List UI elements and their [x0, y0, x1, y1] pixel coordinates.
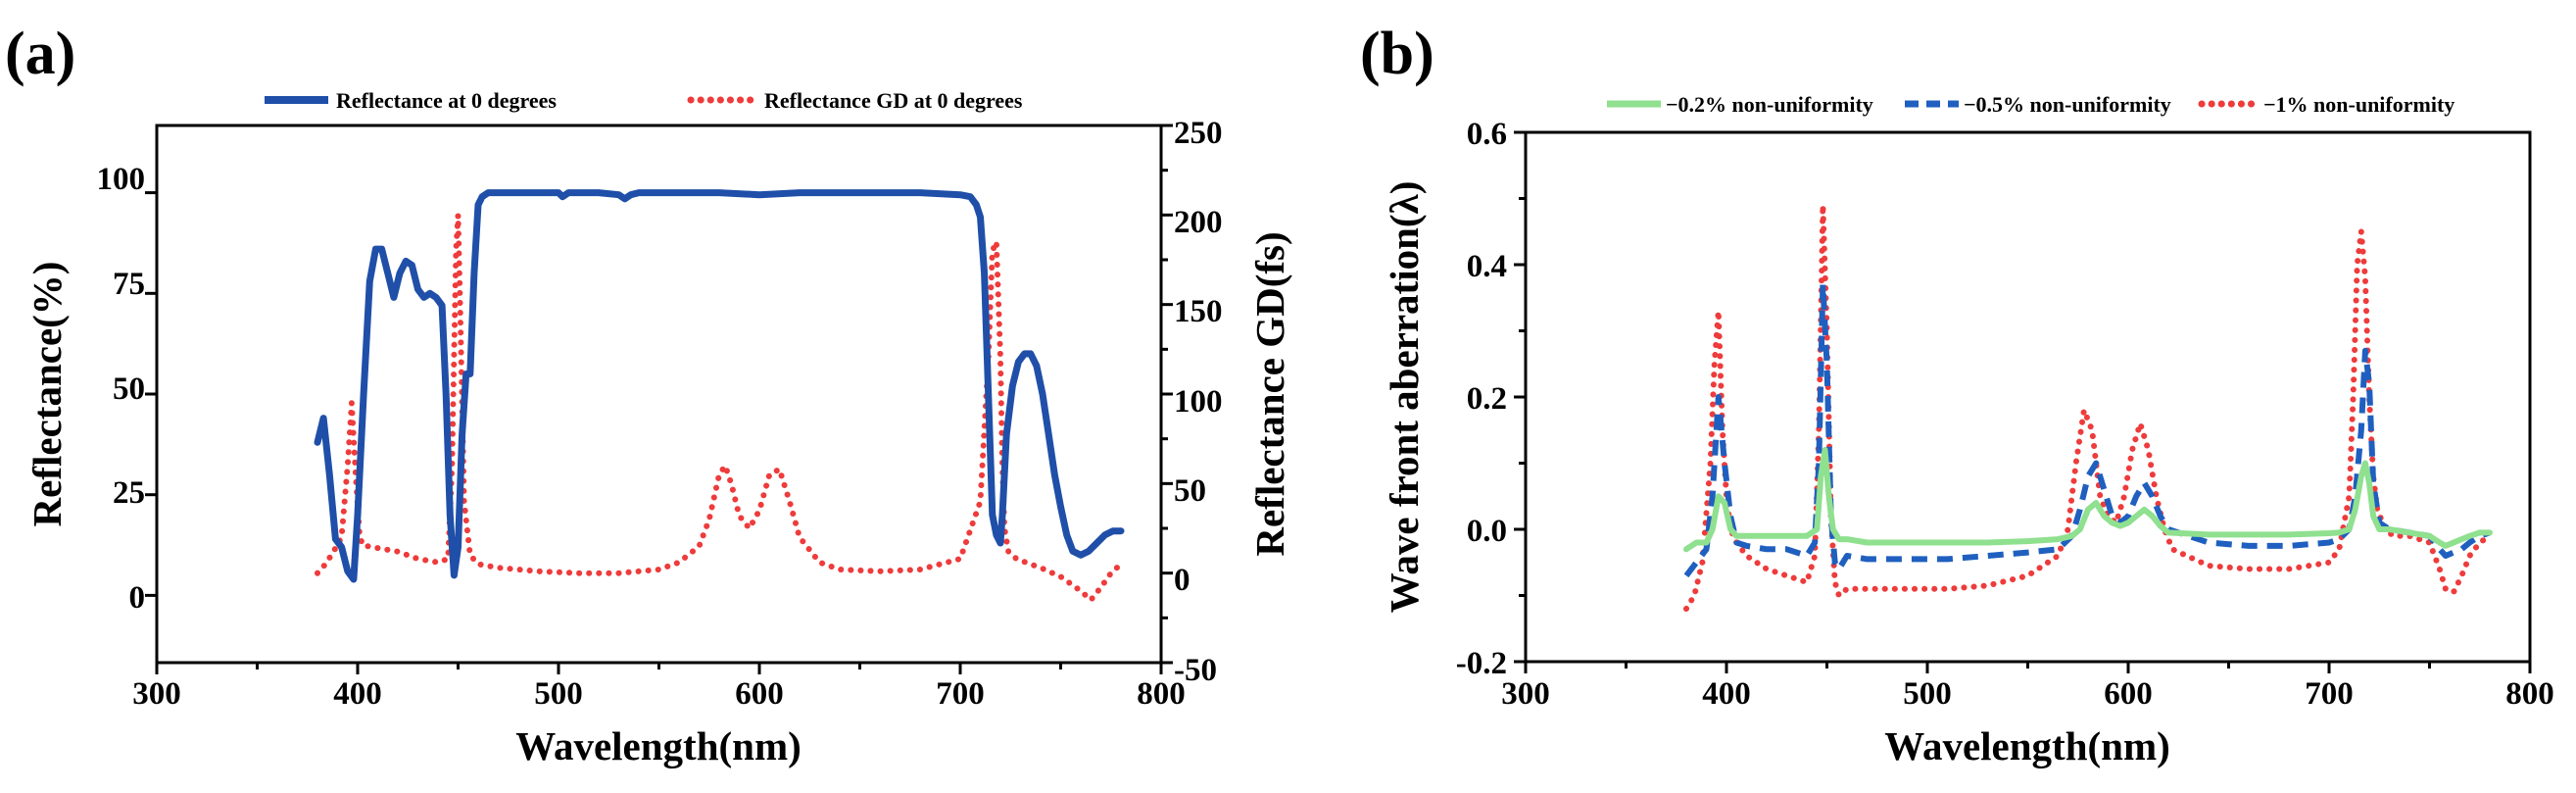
ytick-label-b-minus-0-2: -0.2	[1456, 646, 1507, 681]
plot-frame-b	[1524, 130, 2532, 664]
y2tick-label-a-150: 150	[1174, 294, 1223, 329]
panel-b: (b) −0.2% non-uniformity −0.5% non-unifo…	[1360, 21, 2554, 768]
legend-b: −0.2% non-uniformity −0.5% non-uniformit…	[1607, 92, 2454, 117]
ytick-label-a-50: 50	[113, 372, 145, 407]
xtick-label-a-400: 400	[333, 676, 382, 712]
x-axis-title-a: Wavelength(nm)	[515, 723, 802, 768]
xtick-label-a-700: 700	[936, 676, 985, 712]
legend-label-reflectance-gd: Reflectance GD at 0 degrees	[764, 88, 1023, 113]
xtick-label-b-500: 500	[1903, 676, 1952, 712]
xtick-label-a-300: 300	[132, 676, 181, 712]
panel-label-b: (b)	[1360, 21, 1434, 87]
y2tick-label-a-100: 100	[1174, 384, 1223, 420]
xtick-label-b-700: 700	[2305, 676, 2354, 712]
ytick-label-a-100: 100	[97, 162, 146, 197]
ytick-label-a-25: 25	[113, 475, 145, 511]
y2tick-label-a-200: 200	[1174, 205, 1223, 240]
xtick-label-b-300: 300	[1501, 676, 1550, 712]
series-line-nonuniformity-0-5	[1683, 281, 2491, 578]
xtick-label-a-800: 800	[1137, 676, 1186, 712]
legend-label-reflectance: Reflectance at 0 degrees	[336, 88, 557, 113]
xtick-label-a-500: 500	[534, 676, 583, 712]
legend-a: Reflectance at 0 degrees Reflectance GD …	[265, 88, 1023, 113]
ytick-label-b-0-0: 0.0	[1467, 514, 1507, 549]
y-axis-title-a: Reflectance(%)	[24, 262, 70, 527]
xtick-label-a-600: 600	[735, 676, 784, 712]
legend-label-nonuniformity-1: −1% non-uniformity	[2263, 92, 2454, 117]
xtick-label-b-400: 400	[1702, 676, 1751, 712]
axis-ticks-b	[1514, 130, 2532, 673]
panel-a: (a) Reflectance at 0 degrees Reflectance…	[5, 21, 1292, 768]
xtick-label-b-600: 600	[2104, 676, 2153, 712]
xtick-label-b-800: 800	[2505, 676, 2554, 712]
panel-label-a: (a)	[5, 21, 75, 87]
x-axis-title-b: Wavelength(nm)	[1884, 723, 2170, 768]
ytick-label-a-75: 75	[113, 267, 145, 302]
legend-label-nonuniformity-0-5: −0.5% non-uniformity	[1964, 92, 2171, 117]
y-axis-title-b: Wave front aberration(λ)	[1382, 181, 1427, 614]
y2-axis-title-a: Reflectance GD(fs)	[1247, 231, 1292, 556]
ytick-label-b-0-4: 0.4	[1467, 249, 1507, 284]
axis-ticks-a	[145, 124, 1173, 674]
series-line-reflectance-gd	[315, 212, 1124, 604]
series-line-nonuniformity-1	[1683, 202, 2493, 612]
ytick-label-a-0: 0	[129, 580, 146, 616]
ytick-label-b-0-6: 0.6	[1467, 117, 1507, 152]
y2tick-label-a-250: 250	[1174, 116, 1223, 151]
y2tick-label-a-50: 50	[1174, 473, 1206, 509]
y2tick-label-a-minus50: -50	[1174, 653, 1217, 688]
legend-label-nonuniformity-0-2: −0.2% non-uniformity	[1666, 92, 1873, 117]
series-line-reflectance	[314, 189, 1125, 583]
ytick-label-b-0-2: 0.2	[1467, 381, 1507, 417]
y2tick-label-a-0: 0	[1174, 563, 1191, 598]
series-line-nonuniformity-0-2	[1683, 447, 2493, 553]
